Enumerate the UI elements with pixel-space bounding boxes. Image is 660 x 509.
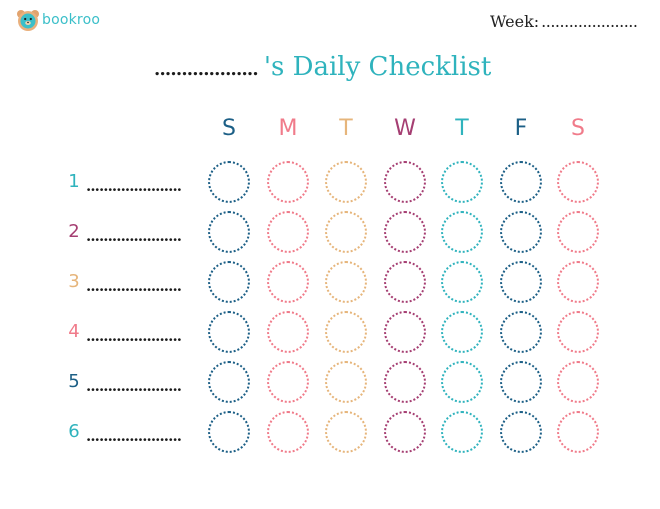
check-circle[interactable] [557,261,599,303]
check-circle[interactable] [557,411,599,453]
check-circle[interactable] [500,411,542,453]
check-circle[interactable] [441,211,483,253]
day-header-6: F [514,116,528,141]
check-circle[interactable] [267,411,309,453]
check-circle[interactable] [384,361,426,403]
day-header-5: T [455,116,469,141]
check-circle[interactable] [208,161,250,203]
day-header-1: S [222,116,236,141]
day-header-4: W [394,116,416,141]
task-number-1: 1 [68,171,80,192]
task-number-3: 3 [68,271,80,292]
day-header-7: S [571,116,585,141]
check-circle[interactable] [557,161,599,203]
week-field: Week:..................... [490,12,638,31]
check-circle[interactable] [267,211,309,253]
check-circle[interactable] [267,311,309,353]
task-blank-4: ...................... [86,327,182,345]
check-circle[interactable] [267,361,309,403]
task-blank-5: ...................... [86,377,182,395]
check-circle[interactable] [325,311,367,353]
check-circle[interactable] [267,261,309,303]
task-blank-2: ...................... [86,227,182,245]
check-circle[interactable] [208,411,250,453]
checklist-title: ................... 's Daily Checklist [154,52,491,82]
check-circle[interactable] [384,411,426,453]
check-circle[interactable] [500,211,542,253]
bookroo-logo: bookroo [16,8,100,32]
check-circle[interactable] [267,161,309,203]
task-number-4: 4 [68,321,80,342]
page-title: 's Daily Checklist [263,52,492,82]
task-number-6: 6 [68,421,80,442]
check-circle[interactable] [441,311,483,353]
check-circle[interactable] [557,361,599,403]
check-circle[interactable] [557,311,599,353]
check-circle[interactable] [208,311,250,353]
bear-icon [17,10,39,31]
brand-name: bookroo [42,12,101,28]
check-circle[interactable] [441,361,483,403]
task-number-2: 2 [68,221,80,242]
check-circle[interactable] [208,361,250,403]
check-circle[interactable] [325,211,367,253]
check-circle[interactable] [325,411,367,453]
name-blank: ................... [154,59,259,80]
check-circle[interactable] [384,211,426,253]
task-number-5: 5 [68,371,80,392]
check-circle[interactable] [384,311,426,353]
check-circle[interactable] [208,211,250,253]
check-circle[interactable] [325,261,367,303]
day-header-3: T [339,116,353,141]
week-label: Week: [490,12,540,31]
task-blank-3: ...................... [86,277,182,295]
check-circle[interactable] [500,311,542,353]
check-circle[interactable] [325,361,367,403]
task-blank-1: ...................... [86,177,182,195]
check-circle[interactable] [441,261,483,303]
check-circle[interactable] [500,361,542,403]
week-blank: ..................... [541,12,638,31]
check-circle[interactable] [557,211,599,253]
check-circle[interactable] [384,261,426,303]
check-circle[interactable] [384,161,426,203]
task-blank-6: ...................... [86,427,182,445]
check-circle[interactable] [208,261,250,303]
check-circle[interactable] [441,161,483,203]
check-circle[interactable] [441,411,483,453]
check-circle[interactable] [500,261,542,303]
day-header-2: M [278,116,298,141]
check-circle[interactable] [325,161,367,203]
check-circle[interactable] [500,161,542,203]
